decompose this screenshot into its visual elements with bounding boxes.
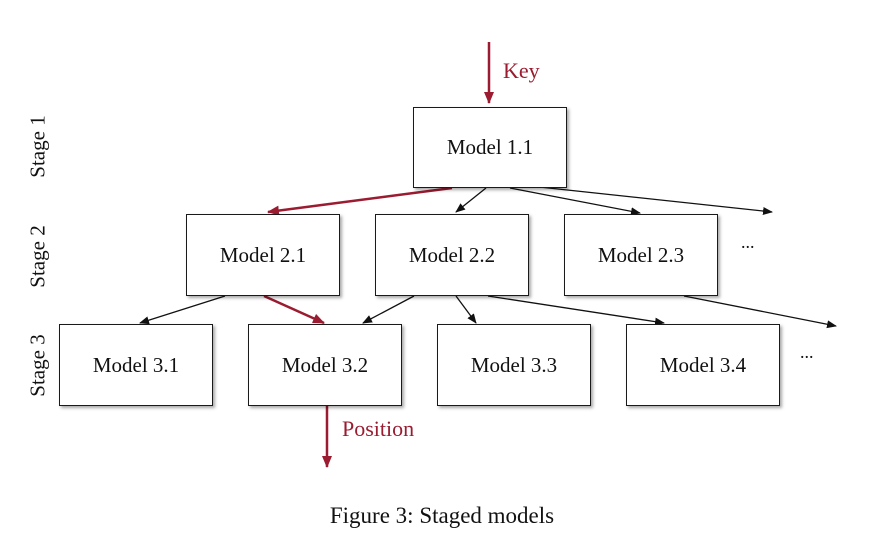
model-3-3-label: Model 3.3 bbox=[470, 352, 558, 377]
stage-3-label: Stage 3 bbox=[25, 334, 50, 397]
model-2-1-label: Model 2.1 bbox=[219, 242, 307, 267]
model-2-2-label: Model 2.2 bbox=[408, 242, 496, 267]
model-2-3-box: Model 2.3 bbox=[564, 214, 718, 296]
arrow-2.2-to-3.3 bbox=[455, 295, 477, 324]
key-label: Key bbox=[503, 58, 540, 83]
model-1-1-label: Model 1.1 bbox=[446, 135, 534, 159]
model-3-2-box: Model 3.2 bbox=[248, 324, 402, 406]
model-2-1-box: Model 2.1 bbox=[186, 214, 340, 296]
arrow-2.2-to-3.2 bbox=[362, 295, 415, 324]
model-2-3-label: Model 2.3 bbox=[597, 242, 685, 267]
arrow-1.1-to-2.2 bbox=[455, 187, 487, 213]
model-3-2-label: Model 3.2 bbox=[281, 352, 369, 377]
arrow-1.1-to-2.1 bbox=[267, 186, 453, 216]
arrow-2.1-to-3.2 bbox=[263, 294, 325, 325]
arrow-2.2-to-3.4 bbox=[487, 295, 665, 326]
arrow-1.1-to-2.3 bbox=[509, 187, 641, 216]
stage-2-label: Stage 2 bbox=[25, 225, 50, 288]
model-1-1-box: Model 1.1 bbox=[413, 107, 567, 188]
model-3-3-box: Model 3.3 bbox=[437, 324, 591, 406]
model-3-4-label: Model 3.4 bbox=[659, 352, 747, 377]
model-3-4-box: Model 3.4 bbox=[626, 324, 780, 406]
arrow-2.3-to-more bbox=[683, 295, 837, 329]
arrow-1.1-to-more bbox=[529, 185, 773, 216]
model-2-2-box: Model 2.2 bbox=[375, 214, 529, 296]
arrow-2.1-to-3.1 bbox=[139, 295, 226, 325]
stage-1-label: Stage 1 bbox=[25, 115, 50, 178]
model-3-1-box: Model 3.1 bbox=[59, 324, 213, 406]
model-3-1-label: Model 3.1 bbox=[92, 352, 180, 377]
position-label: Position bbox=[342, 416, 415, 441]
stage-3-more: ... bbox=[800, 342, 814, 362]
figure-caption: Figure 3: Staged models bbox=[329, 503, 555, 528]
stage-2-more: ... bbox=[741, 232, 755, 252]
